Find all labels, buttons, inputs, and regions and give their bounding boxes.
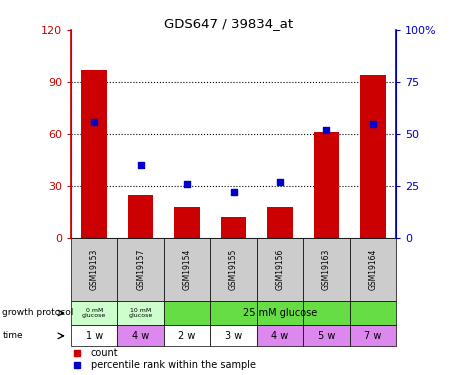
Bar <box>303 326 350 346</box>
Bar <box>360 75 386 238</box>
Text: 25 mM glucose: 25 mM glucose <box>243 308 317 318</box>
Text: 1 w: 1 w <box>86 331 103 341</box>
Bar <box>128 195 153 238</box>
Bar <box>221 217 246 238</box>
Point <box>276 179 284 185</box>
Bar <box>350 238 396 300</box>
Point <box>230 189 237 195</box>
Text: 10 mM
glucose: 10 mM glucose <box>129 308 153 318</box>
Bar <box>210 238 257 300</box>
Bar <box>71 326 117 346</box>
Text: 7 w: 7 w <box>364 331 382 341</box>
Text: GSM19156: GSM19156 <box>276 249 284 290</box>
Bar <box>174 207 200 238</box>
Text: GSM19163: GSM19163 <box>322 249 331 290</box>
Bar <box>314 132 339 238</box>
Text: GSM19153: GSM19153 <box>90 249 99 290</box>
Bar <box>210 326 257 346</box>
Text: 0 mM
glucose: 0 mM glucose <box>82 308 106 318</box>
Point <box>137 162 144 168</box>
Bar <box>82 70 107 238</box>
Text: time: time <box>2 332 23 340</box>
Point <box>184 181 191 187</box>
Text: 3 w: 3 w <box>225 331 242 341</box>
Bar <box>164 238 210 300</box>
Bar <box>350 300 396 326</box>
Bar <box>71 300 117 326</box>
Text: 5 w: 5 w <box>318 331 335 341</box>
Bar <box>267 207 293 238</box>
Bar <box>117 326 164 346</box>
Point <box>91 118 98 124</box>
Bar <box>164 300 210 326</box>
Text: 4 w: 4 w <box>132 331 149 341</box>
Text: GSM19154: GSM19154 <box>183 249 191 290</box>
Bar <box>257 238 303 300</box>
Bar <box>117 300 164 326</box>
Bar <box>71 238 117 300</box>
Point <box>323 127 330 133</box>
Text: GSM19157: GSM19157 <box>136 249 145 290</box>
Text: growth protocol: growth protocol <box>2 309 74 318</box>
Bar <box>257 300 303 326</box>
Text: count: count <box>91 348 118 357</box>
Bar <box>164 326 210 346</box>
Text: GSM19164: GSM19164 <box>368 249 377 290</box>
Bar <box>117 238 164 300</box>
Bar <box>303 300 350 326</box>
Bar <box>303 238 350 300</box>
Bar <box>350 326 396 346</box>
Text: GSM19155: GSM19155 <box>229 249 238 290</box>
Bar <box>257 326 303 346</box>
Text: GDS647 / 39834_at: GDS647 / 39834_at <box>164 17 294 30</box>
Text: 4 w: 4 w <box>272 331 289 341</box>
Text: 2 w: 2 w <box>179 331 196 341</box>
Bar <box>210 300 257 326</box>
Text: percentile rank within the sample: percentile rank within the sample <box>91 360 256 370</box>
Point <box>369 121 376 127</box>
